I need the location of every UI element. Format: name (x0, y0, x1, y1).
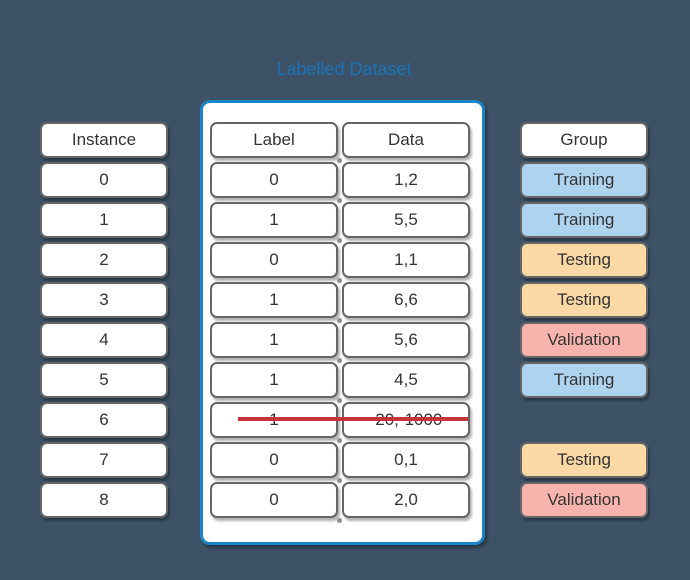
instance-cell-6: 6 (40, 402, 168, 438)
connection-dot (337, 318, 342, 323)
label-cell-3: 1 (210, 282, 338, 318)
label-cell-8: 0 (210, 482, 338, 518)
group-chip-training-0: Training (520, 162, 648, 198)
instance-cell-1: 1 (40, 202, 168, 238)
data-cell-7: 0,1 (342, 442, 470, 478)
instance-cell-7: 7 (40, 442, 168, 478)
connection-dot (337, 438, 342, 443)
connection-dot (337, 478, 342, 483)
group-chip-testing-2: Testing (520, 242, 648, 278)
group-chip-training-1: Training (520, 202, 648, 238)
group-chip-training-5: Training (520, 362, 648, 398)
instance-cell-5: 5 (40, 362, 168, 398)
label-cell-7: 0 (210, 442, 338, 478)
data-header: Data (342, 122, 470, 158)
connection-dot (337, 278, 342, 283)
data-cell-3: 6,6 (342, 282, 470, 318)
data-cell-0: 1,2 (342, 162, 470, 198)
data-cell-8: 2,0 (342, 482, 470, 518)
instance-cell-4: 4 (40, 322, 168, 358)
group-chip-testing-3: Testing (520, 282, 648, 318)
strikethrough-line (238, 417, 468, 421)
data-cell-5: 4,5 (342, 362, 470, 398)
label-cell-2: 0 (210, 242, 338, 278)
connection-dot (337, 398, 342, 403)
diagram-title: Labelled Dataset (276, 59, 412, 79)
instance-cell-3: 3 (40, 282, 168, 318)
connection-dot (337, 358, 342, 363)
data-cell-4: 5,6 (342, 322, 470, 358)
connection-dot (337, 238, 342, 243)
group-chip-testing-7: Testing (520, 442, 648, 478)
label-header: Label (210, 122, 338, 158)
label-cell-0: 0 (210, 162, 338, 198)
instance-header: Instance (40, 122, 168, 158)
label-cell-1: 1 (210, 202, 338, 238)
connection-dot (337, 518, 342, 523)
connection-dot (337, 158, 342, 163)
instance-cell-8: 8 (40, 482, 168, 518)
label-cell-4: 1 (210, 322, 338, 358)
data-cell-1: 5,5 (342, 202, 470, 238)
label-cell-5: 1 (210, 362, 338, 398)
data-cell-2: 1,1 (342, 242, 470, 278)
instance-cell-2: 2 (40, 242, 168, 278)
connection-dot (337, 198, 342, 203)
group-chip-validation-8: Validation (520, 482, 648, 518)
group-header: Group (520, 122, 648, 158)
instance-cell-0: 0 (40, 162, 168, 198)
group-chip-validation-4: Validation (520, 322, 648, 358)
